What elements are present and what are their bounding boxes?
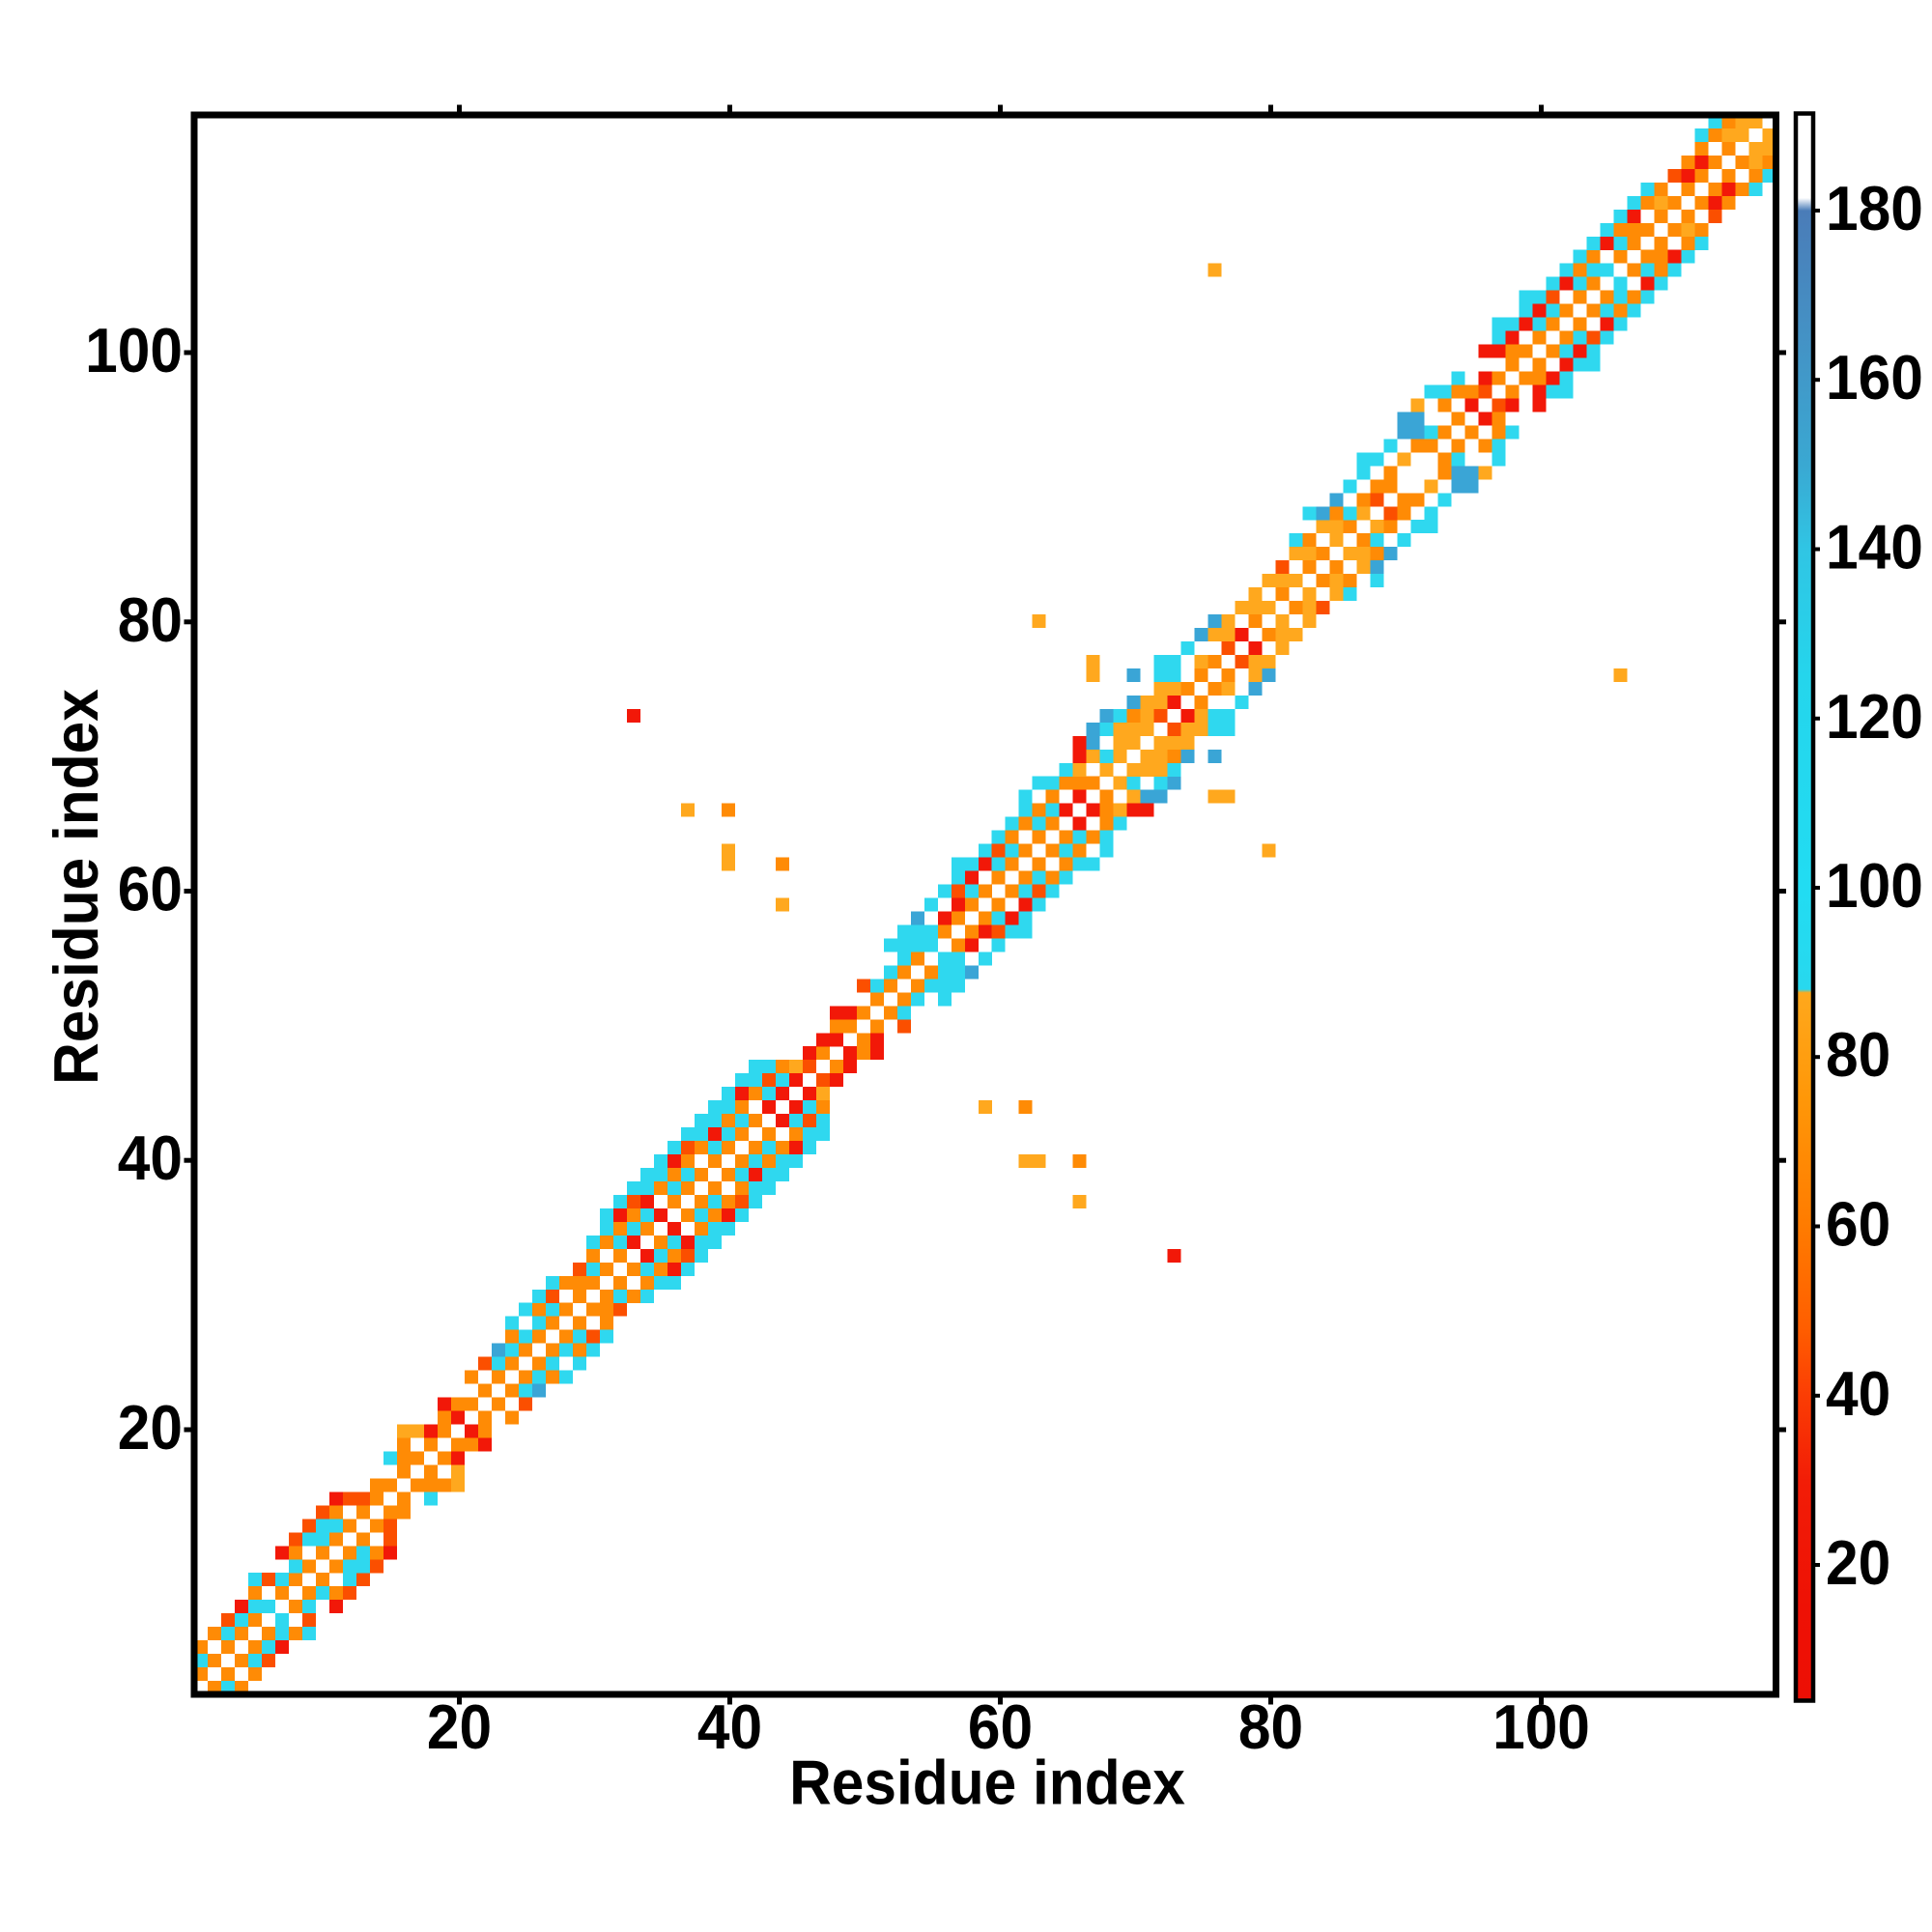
svg-text:180: 180: [1826, 174, 1923, 243]
svg-text:80: 80: [118, 585, 183, 655]
svg-text:100: 100: [1492, 1692, 1590, 1762]
svg-text:Residue index: Residue index: [42, 689, 111, 1085]
svg-text:20: 20: [118, 1393, 183, 1463]
svg-text:20: 20: [427, 1692, 492, 1762]
svg-text:60: 60: [968, 1692, 1033, 1762]
svg-text:100: 100: [85, 316, 183, 385]
svg-text:40: 40: [1826, 1359, 1890, 1429]
svg-text:40: 40: [697, 1692, 762, 1762]
svg-text:100: 100: [1826, 851, 1923, 921]
svg-text:120: 120: [1826, 682, 1923, 752]
svg-text:160: 160: [1826, 343, 1923, 412]
svg-text:60: 60: [1826, 1190, 1890, 1260]
svg-text:Residue index: Residue index: [789, 1748, 1185, 1818]
svg-text:80: 80: [1826, 1020, 1890, 1090]
svg-text:20: 20: [1826, 1528, 1890, 1598]
svg-text:60: 60: [118, 855, 183, 924]
svg-text:40: 40: [118, 1123, 183, 1193]
svg-text:80: 80: [1238, 1692, 1303, 1762]
svg-text:140: 140: [1826, 513, 1923, 582]
